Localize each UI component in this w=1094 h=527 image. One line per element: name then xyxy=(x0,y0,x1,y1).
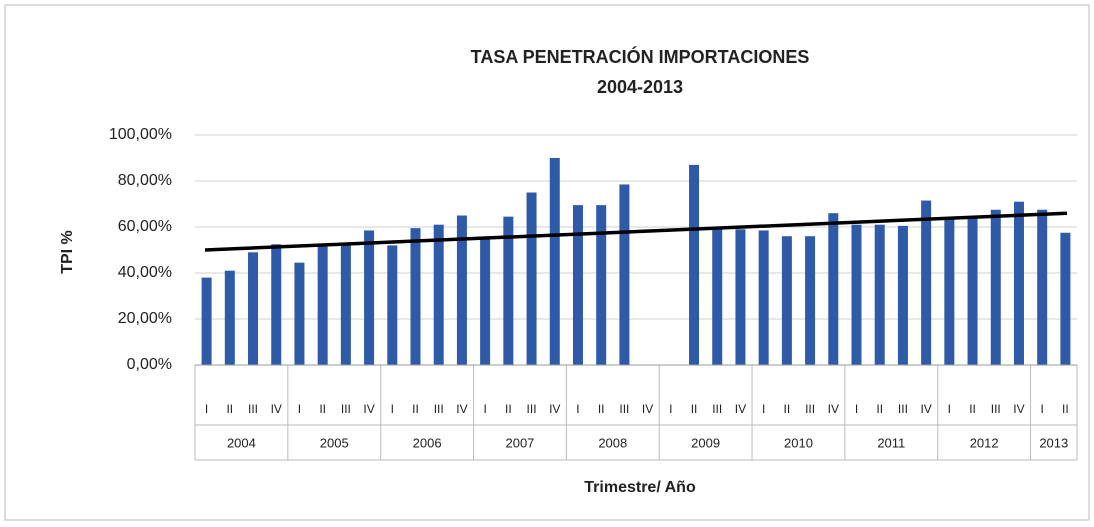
x-tick-label: IV xyxy=(920,402,931,416)
bar xyxy=(317,246,328,365)
group-label: 2007 xyxy=(505,435,534,450)
y-tick-label: 20,00% xyxy=(118,310,172,327)
group-label: 2008 xyxy=(598,435,627,450)
x-tick-label: I xyxy=(483,402,486,416)
y-tick-label: 40,00% xyxy=(118,264,172,281)
x-tick-label: III xyxy=(805,402,815,416)
bar xyxy=(456,215,467,365)
group-label: 2009 xyxy=(691,435,720,450)
bar xyxy=(1013,201,1024,365)
x-tick-label: II xyxy=(505,402,512,416)
bar xyxy=(1060,232,1071,365)
x-tick-label: II xyxy=(691,402,698,416)
x-tick-label: I xyxy=(205,402,208,416)
bar xyxy=(851,224,862,365)
bar xyxy=(828,213,839,365)
bar xyxy=(201,277,212,365)
chart-subtitle: 2004-2013 xyxy=(597,77,683,97)
x-tick-label: IV xyxy=(1013,402,1024,416)
bar xyxy=(387,245,398,365)
x-tick-label: II xyxy=(598,402,605,416)
x-tick-label: III xyxy=(712,402,722,416)
x-tick-label: IV xyxy=(828,402,839,416)
x-tick-label: IV xyxy=(642,402,653,416)
x-tick-label: IV xyxy=(363,402,374,416)
y-tick-label: 0,00% xyxy=(127,356,172,373)
x-tick-label: II xyxy=(226,402,233,416)
x-tick-label: III xyxy=(434,402,444,416)
bar xyxy=(689,164,700,365)
chart-title: TASA PENETRACIÓN IMPORTACIONES xyxy=(471,46,810,67)
group-label: 2010 xyxy=(784,435,813,450)
bar xyxy=(944,218,955,365)
x-tick-label: I xyxy=(1041,402,1044,416)
x-tick-label: IV xyxy=(456,402,467,416)
bar xyxy=(990,209,1001,365)
x-tick-label: I xyxy=(762,402,765,416)
bar xyxy=(781,236,792,365)
bar xyxy=(1037,209,1048,365)
bar xyxy=(294,262,305,365)
group-label: 2004 xyxy=(227,435,256,450)
bar xyxy=(874,224,885,365)
x-tick-label: III xyxy=(898,402,908,416)
bar xyxy=(224,270,235,365)
y-tick-label: 100,00% xyxy=(109,126,172,143)
bar xyxy=(712,229,723,365)
bar xyxy=(526,192,537,365)
bar xyxy=(271,244,282,365)
x-tick-label: I xyxy=(669,402,672,416)
x-tick-label: II xyxy=(1062,402,1069,416)
bar xyxy=(340,244,351,365)
bar xyxy=(572,205,583,365)
bar xyxy=(503,216,514,365)
x-tick-label: IV xyxy=(549,402,560,416)
group-label: 2005 xyxy=(320,435,349,450)
x-tick-label: II xyxy=(319,402,326,416)
x-tick-label: I xyxy=(855,402,858,416)
bar xyxy=(735,229,746,365)
bar xyxy=(480,238,491,365)
bar xyxy=(248,252,259,365)
group-label: 2013 xyxy=(1039,435,1068,450)
x-tick-label: II xyxy=(412,402,419,416)
x-tick-label: III xyxy=(991,402,1001,416)
x-tick-label: I xyxy=(391,402,394,416)
bar xyxy=(967,217,978,365)
bar xyxy=(805,236,816,365)
group-label: 2012 xyxy=(970,435,999,450)
x-tick-label: IV xyxy=(735,402,746,416)
x-tick-label: II xyxy=(876,402,883,416)
x-tick-label: II xyxy=(969,402,976,416)
x-tick-label: I xyxy=(948,402,951,416)
x-tick-label: I xyxy=(576,402,579,416)
x-tick-label: III xyxy=(341,402,351,416)
trendline xyxy=(204,211,1068,252)
bar xyxy=(433,224,444,365)
x-tick-label: III xyxy=(527,402,537,416)
bar xyxy=(364,230,375,365)
bar xyxy=(921,200,932,365)
group-label: 2011 xyxy=(877,435,905,450)
x-axis-label: Trimestre/ Año xyxy=(584,479,696,496)
x-tick-label: IV xyxy=(271,402,282,416)
y-tick-label: 80,00% xyxy=(118,172,172,189)
bar xyxy=(549,158,560,365)
x-tick-label: I xyxy=(298,402,301,416)
bar xyxy=(410,228,421,365)
bar xyxy=(758,230,769,365)
bar xyxy=(619,184,630,365)
bar xyxy=(897,225,908,365)
group-label: 2006 xyxy=(413,435,442,450)
chart-border xyxy=(4,4,1090,521)
x-tick-label: III xyxy=(619,402,629,416)
x-tick-label: II xyxy=(784,402,791,416)
y-tick-label: 60,00% xyxy=(118,218,172,235)
bar xyxy=(596,205,607,365)
y-axis-label: TPI % xyxy=(59,230,76,274)
x-tick-label: III xyxy=(248,402,258,416)
